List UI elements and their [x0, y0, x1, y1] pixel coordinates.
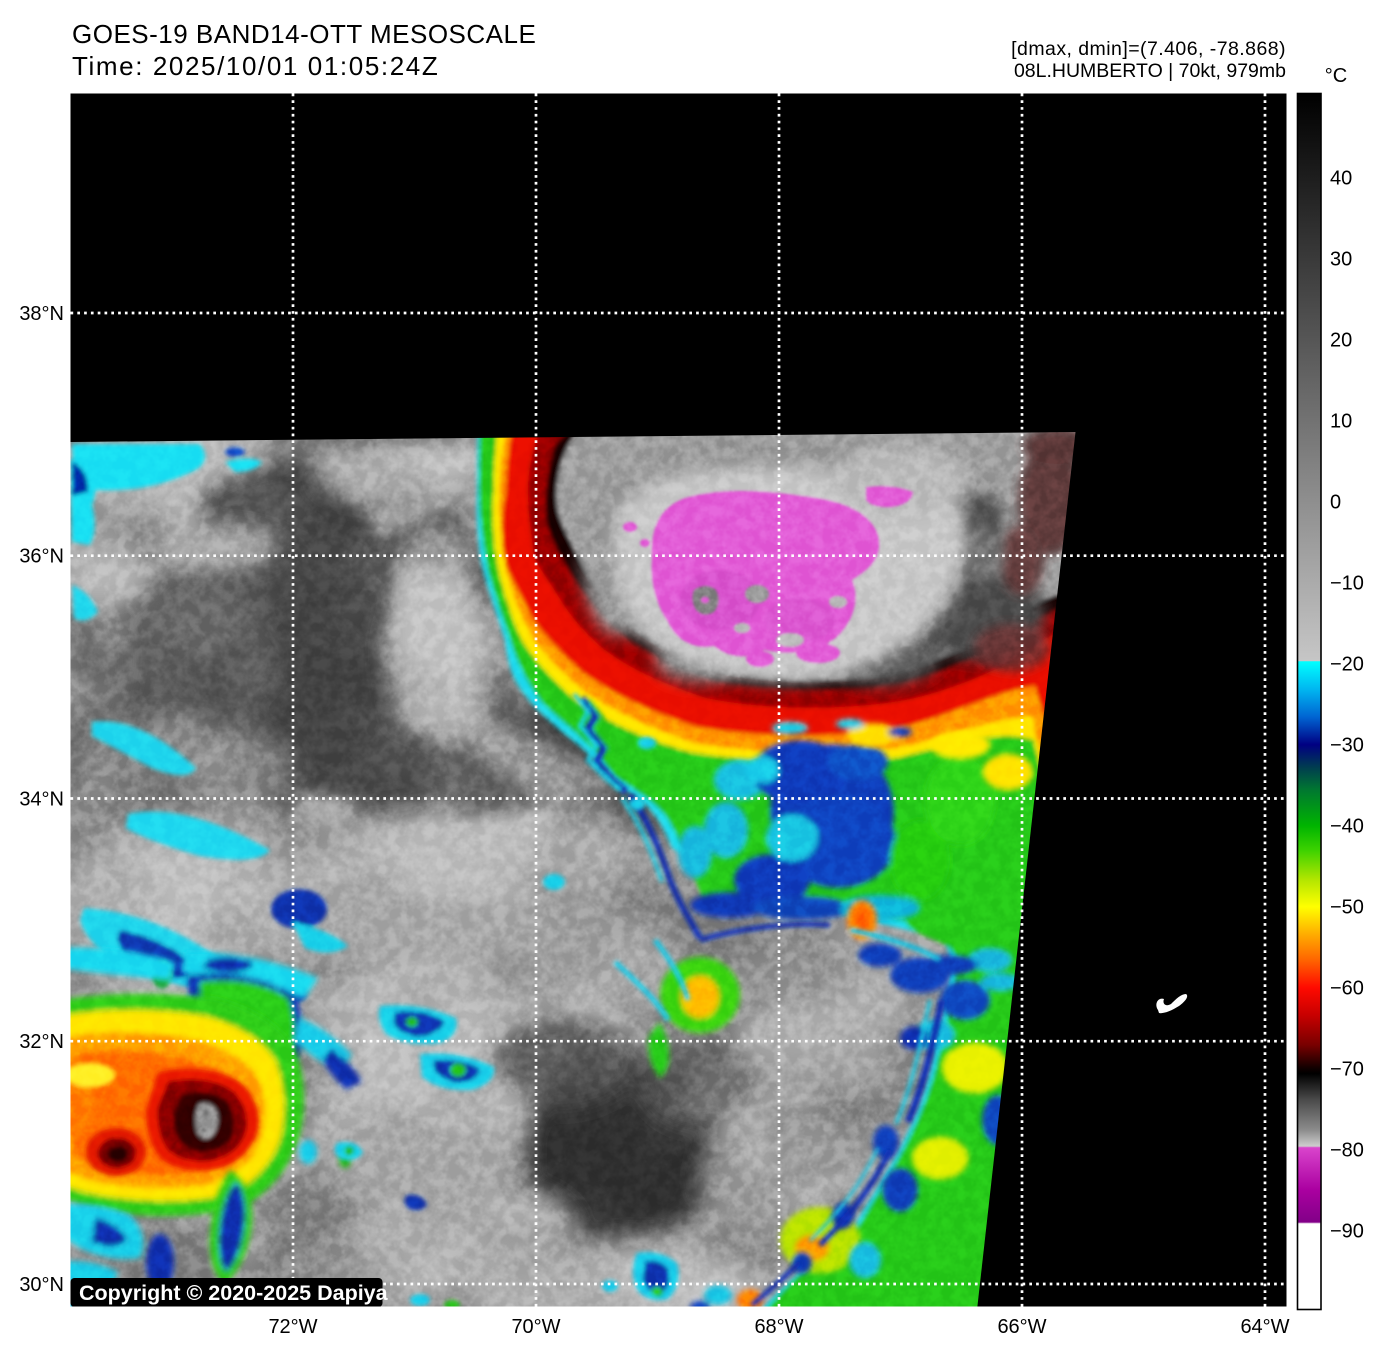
svg-text:−80: −80 [1330, 1140, 1364, 1162]
svg-text:38°N: 38°N [19, 303, 64, 325]
svg-text:68°W: 68°W [754, 1316, 803, 1338]
svg-text:GOES-19 BAND14-OTT MESOSCALE: GOES-19 BAND14-OTT MESOSCALE [72, 19, 536, 49]
svg-text:−90: −90 [1330, 1221, 1364, 1243]
svg-text:34°N: 34°N [19, 789, 64, 811]
svg-text:32°N: 32°N [19, 1031, 64, 1053]
svg-text:Time: 2025/10/01 01:05:24Z: Time: 2025/10/01 01:05:24Z [72, 51, 439, 81]
svg-text:°C: °C [1325, 65, 1347, 87]
svg-text:70°W: 70°W [511, 1316, 560, 1338]
svg-text:08L.HUMBERTO | 70kt, 979mb: 08L.HUMBERTO | 70kt, 979mb [1014, 60, 1286, 82]
svg-text:30°N: 30°N [19, 1274, 64, 1296]
svg-text:0: 0 [1330, 492, 1341, 514]
svg-text:30: 30 [1330, 249, 1352, 271]
svg-text:72°W: 72°W [268, 1316, 317, 1338]
svg-text:−40: −40 [1330, 816, 1364, 838]
svg-text:−30: −30 [1330, 735, 1364, 757]
svg-text:66°W: 66°W [997, 1316, 1046, 1338]
svg-text:40: 40 [1330, 168, 1352, 190]
svg-text:−60: −60 [1330, 978, 1364, 1000]
svg-text:Copyright © 2020-2025 Dapiya: Copyright © 2020-2025 Dapiya [79, 1281, 389, 1305]
svg-text:10: 10 [1330, 411, 1352, 433]
svg-text:−70: −70 [1330, 1059, 1364, 1081]
svg-text:64°W: 64°W [1240, 1316, 1289, 1338]
svg-text:−50: −50 [1330, 897, 1364, 919]
svg-text:−20: −20 [1330, 654, 1364, 676]
svg-text:36°N: 36°N [19, 546, 64, 568]
svg-text:[dmax, dmin]=(7.406, -78.868): [dmax, dmin]=(7.406, -78.868) [1011, 38, 1286, 60]
svg-text:−10: −10 [1330, 573, 1364, 595]
svg-text:20: 20 [1330, 330, 1352, 352]
